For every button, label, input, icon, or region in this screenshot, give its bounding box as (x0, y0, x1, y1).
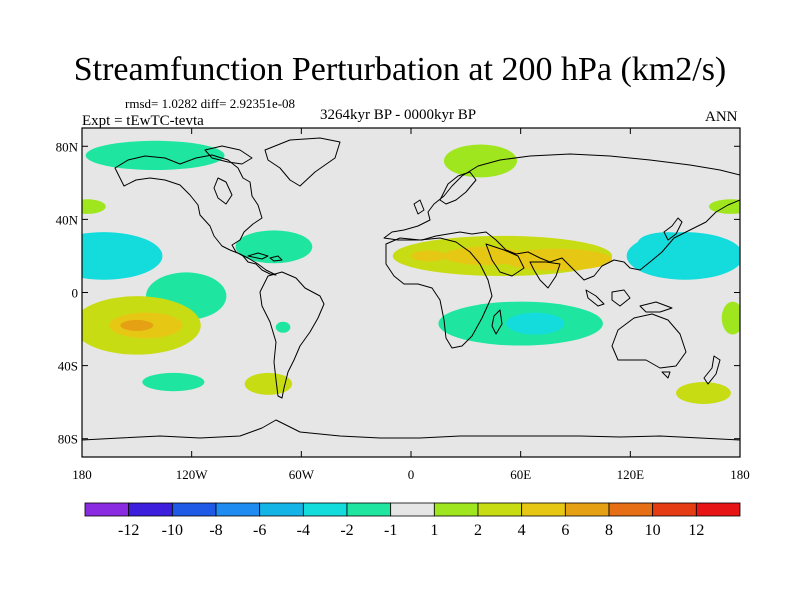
coast-japan (663, 217, 683, 241)
coast-arabia (485, 243, 525, 277)
colorbar-label: -6 (253, 522, 266, 539)
period-label: 3264kyr BP - 0000kyr BP (320, 107, 477, 123)
colorbar-swatch (521, 502, 566, 517)
colorbar-label: -1 (384, 522, 397, 539)
colorbar-swatch (390, 502, 435, 517)
colorbar-swatch (564, 502, 610, 517)
coastlines (82, 137, 740, 441)
colorbar-label: 6 (561, 522, 569, 539)
coast-new-zealand (703, 355, 721, 385)
y-tick-label: 0 (72, 286, 79, 301)
anomaly-region-20 (244, 372, 293, 395)
x-tick-label: 0 (408, 467, 415, 482)
colorbar-swatch (171, 502, 217, 517)
colorbar-swatch (608, 502, 654, 517)
coast-arctic-islands (204, 145, 253, 165)
anomaly-region-9 (443, 144, 518, 178)
colorbar-label: -10 (162, 522, 183, 539)
anomaly-region-16 (120, 319, 154, 331)
colorbar-label: -4 (297, 522, 310, 539)
colorbar-label: 1 (430, 522, 438, 539)
coast-hudson-bay (213, 177, 233, 205)
colorbar-swatch (84, 502, 130, 517)
anomaly-region-3 (411, 250, 448, 262)
x-tick-label: 120E (617, 467, 645, 482)
colorbar-swatch (477, 502, 523, 517)
colorbar-swatch (652, 502, 697, 517)
coast-cuba (247, 252, 269, 260)
anomaly-layer (82, 140, 740, 404)
y-tick-label: 40N (56, 212, 79, 227)
colorbar-swatch (695, 502, 741, 517)
colorbar-swatch (433, 502, 479, 517)
anomaly-region-23 (721, 301, 740, 335)
colorbar-label: 4 (518, 522, 526, 539)
colorbar-label: 10 (645, 522, 661, 539)
coast-madagascar (491, 309, 503, 335)
coast-scandinavia (439, 171, 477, 205)
colorbar-label: -8 (209, 522, 222, 539)
y-tick-label: 80N (56, 139, 79, 154)
anomaly-region-22 (676, 382, 731, 404)
x-tick-label: 60W (289, 467, 315, 482)
colorbar-swatch (128, 502, 173, 517)
colorbar-label: -2 (340, 522, 353, 539)
season-label: ANN (705, 109, 738, 125)
coast-eurasia (383, 153, 740, 281)
anomaly-region-12 (82, 199, 106, 214)
colorbar-label: -12 (118, 522, 139, 539)
coast-sumatra (585, 289, 605, 307)
anomaly-region-19 (142, 372, 205, 392)
coast-borneo (611, 289, 631, 307)
anomaly-region-21 (275, 321, 291, 333)
coast-africa (385, 237, 493, 349)
anomaly-region-11 (708, 199, 740, 214)
coast-antarctica (82, 419, 740, 441)
anomaly-region-10 (235, 230, 313, 264)
anomaly-region-5 (637, 232, 697, 255)
x-tick-label: 180 (730, 467, 750, 482)
x-tick-label: 180 (72, 467, 92, 482)
anomaly-region-18 (506, 312, 565, 335)
colorbar-swatch (215, 502, 261, 517)
anomaly-region-8 (85, 140, 225, 171)
coast-tasmania (661, 371, 671, 379)
coast-australia (611, 313, 687, 369)
y-tick-label: 40S (58, 359, 78, 374)
colorbar-label: 12 (688, 522, 704, 539)
colorbar-label: 2 (474, 522, 482, 539)
coast-new-guinea (639, 301, 673, 313)
colorbar-swatch (302, 502, 348, 517)
chart-title: Streamfunction Perturbation at 200 hPa (… (73, 51, 727, 88)
coast-hispaniola (269, 255, 283, 262)
colorbar-label: 8 (605, 522, 613, 539)
anomaly-region-7 (82, 237, 123, 264)
x-tick-label: 120W (176, 467, 209, 482)
coast-south-america (259, 271, 325, 399)
axes: 180 120W 60W 0 60E 120E 180 80N 40N 0 40S 80S (56, 128, 750, 482)
colorbar-swatch (346, 502, 392, 517)
coast-north-america (114, 154, 277, 276)
stats-label: rmsd= 1.0282 diff= 2.92351e-08 (125, 96, 296, 111)
experiment-label: Expt = tEwTC-tevta (82, 113, 204, 129)
coast-greenland (264, 137, 341, 187)
y-tick-label: 80S (58, 432, 78, 447)
x-tick-label: 60E (510, 467, 531, 482)
coast-india (529, 261, 561, 289)
colorbar: -12 -10 -8 -6 -4 -2 -1 1 2 4 6 8 10 12 (84, 502, 741, 539)
coast-britain (413, 199, 425, 215)
colorbar-swatch (259, 502, 304, 517)
